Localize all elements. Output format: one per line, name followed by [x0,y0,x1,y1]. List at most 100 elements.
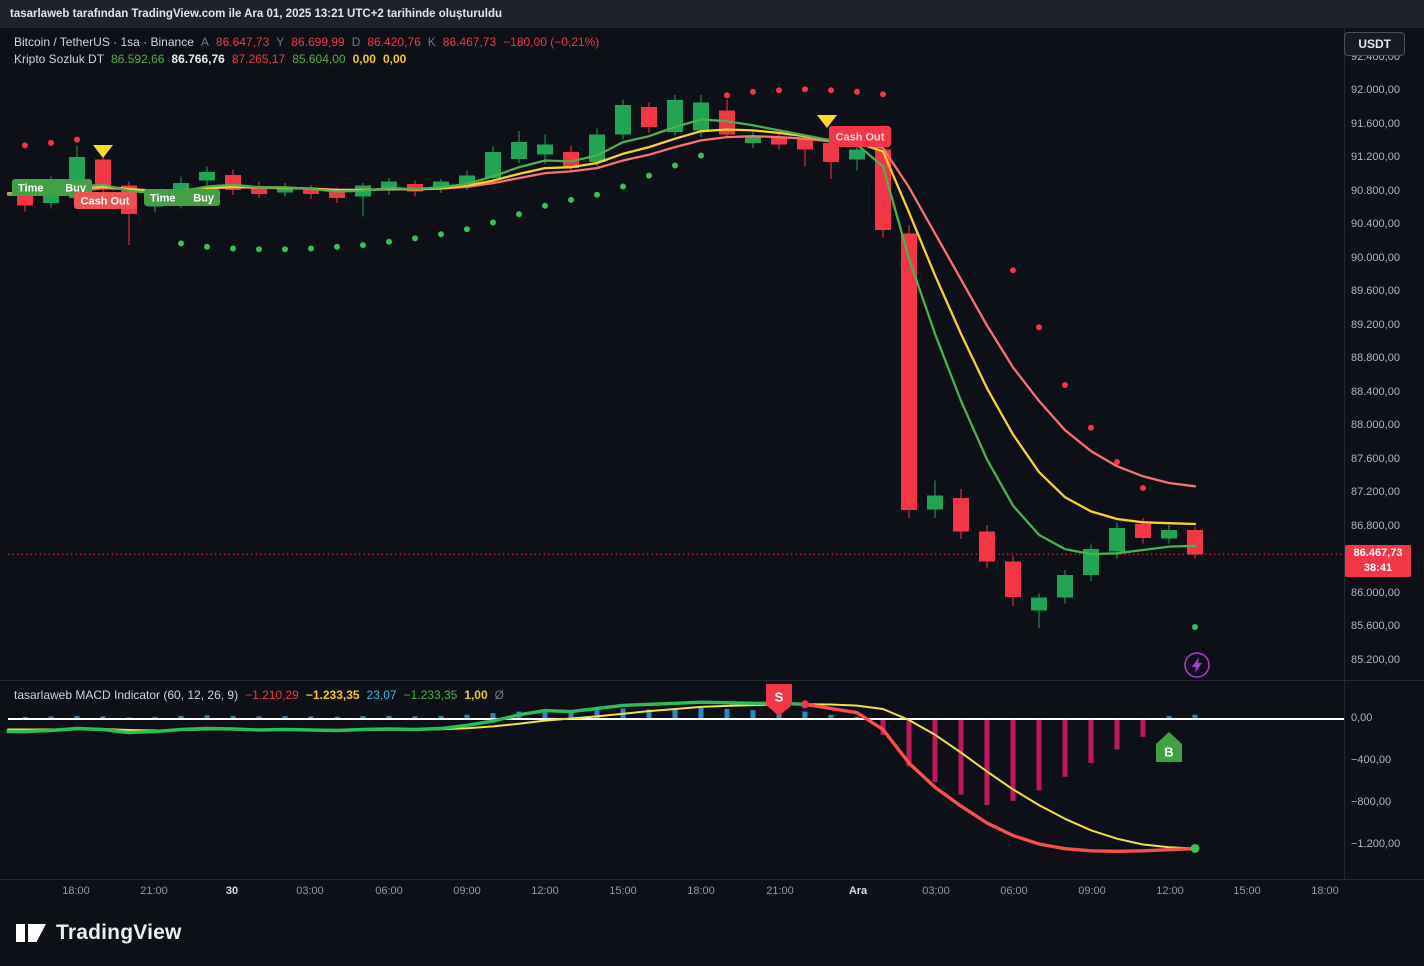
sar-dot [464,226,470,233]
signal-badge-label: Time [18,183,43,195]
sar-dot [178,240,184,247]
legend-value: 0,00 [382,52,407,66]
candle-body [1161,529,1177,539]
time-axis[interactable]: 18:00 21:00 30 03:00 06:00 09:00 12:00 15:00 18:… [0,880,1344,906]
legend-value: 86.467,73 [442,35,497,49]
indicator-values: 86.592,66 86.766,76 87.265,17 85.604,00 0,00… [104,52,406,66]
candle-body [1005,561,1021,597]
macd-histogram-bar [854,716,860,719]
macd-histogram-bar [1192,714,1198,719]
sar-dot [230,245,236,252]
buy-marker[interactable] [1156,732,1182,762]
macd-histogram-bar [74,715,80,719]
macd-histogram-bar [984,719,990,806]
macd-histogram-bar [204,715,210,719]
candle-body [303,188,319,195]
sell-marker[interactable] [766,684,792,716]
symbol-legend[interactable]: Bitcoin / TetherUS · 1sa · Binance A 86.6… [14,35,599,49]
macd-histogram-bar [152,716,158,719]
candle-body [1083,549,1099,576]
lightning-bolt-icon[interactable] [1192,657,1202,673]
candle-body [667,100,683,132]
sar-dot [308,245,314,252]
macd-line-red [803,702,1197,853]
price-tick: 91.200,00 [1351,151,1400,163]
candle-body [1031,597,1047,611]
time-tick: 18:00 [687,885,715,897]
macd-histogram-bar [568,712,574,719]
candle-body [875,149,891,230]
candle-body [745,137,761,143]
macd-tick: 0,00 [1351,712,1373,724]
signal-badge[interactable] [74,192,136,209]
tradingview-logo[interactable]: TradingView [14,920,182,946]
signal-badge[interactable] [829,126,891,147]
time-tick: 03:00 [922,885,950,897]
price-axis[interactable]: 92.400,00 92.000,00 91.600,00 91.200,00 90.8… [1344,0,1424,966]
macd-values: −1.210,29 −1.233,35 23,07 −1.233,35 1,00 Ø [238,688,504,702]
macd-histogram-bar [958,719,964,795]
candle-body [979,531,995,562]
legend-key: D [351,35,361,49]
price-tick: 85.200,00 [1351,653,1400,666]
signal-badge[interactable] [12,179,92,196]
sar-dot [256,246,262,253]
price-tick: 88.000,00 [1351,419,1400,431]
macd-histogram-bar [334,716,340,719]
sar-dot [1010,267,1016,274]
macd-line-green [6,700,807,735]
sar-dot [698,152,704,159]
current-price-badge: 86.467,73 38:41 [1345,545,1411,578]
sar-dot [516,211,522,218]
macd-histogram-bar [360,716,366,719]
time-tick: 06:00 [375,885,403,897]
attribution-text: tasarlaweb tarafından TradingView.com il… [10,8,502,20]
ohlc-values: A 86.647,73 Y 86.699,99 D 86.420,76 K 86.467,73… [194,35,599,49]
time-tick: Ara [848,885,868,897]
sar-dot [386,238,392,245]
time-tick: 12:00 [531,885,559,897]
legend-value: 23,07 [366,688,397,702]
candle-body [693,102,709,131]
pane-divider[interactable] [0,680,1424,681]
sar-dot [1192,624,1198,630]
macd-histogram-bar [412,716,418,719]
candle-body [381,181,397,191]
price-tick: 86.000,00 [1351,586,1400,599]
signal-badge[interactable] [144,189,220,206]
legend-key: Y [276,35,285,49]
tradingview-logo-text: TradingView [56,921,182,944]
lightning-icon[interactable] [1184,652,1210,678]
macd-histogram-bar [1166,715,1172,719]
macd-histogram-bar [1062,719,1068,777]
sar-dot [412,235,418,242]
sar-dot [334,243,340,250]
indicator-name: Kripto Sozluk DT [14,52,105,66]
time-tick: 15:00 [609,885,637,897]
price-tick: 86.800,00 [1351,519,1400,532]
candle-body [953,498,969,532]
candle-body [199,172,215,181]
macd-legend[interactable]: tasarlaweb MACD Indicator (60, 12, 26, 9… [14,688,504,702]
currency-toggle-button[interactable]: USDT [1344,32,1405,56]
macd-histogram-bar [22,716,28,719]
sar-dot [620,183,626,190]
macd-histogram-bar [698,708,704,719]
legend-value: 87.265,17 [231,52,286,66]
legend-value: 85.604,00 [292,52,346,66]
legend-value: 1,00 [464,688,488,702]
candle-body [485,152,501,179]
macd-histogram-bar [282,716,288,719]
sar-dot [542,202,548,209]
indicator-legend[interactable]: Kripto Sozluk DT 86.592,66 86.766,76 87.26… [14,52,406,66]
sar-dot [568,196,574,203]
macd-histogram-bar [464,714,470,719]
macd-turn-dot [801,700,809,709]
candle-body [615,105,631,135]
time-tick: 15:00 [1233,885,1261,897]
price-tick: 88.400,00 [1351,385,1400,398]
legend-value: 86.647,73 [215,35,270,49]
sar-dot [438,231,444,238]
sar-dot [854,88,860,95]
